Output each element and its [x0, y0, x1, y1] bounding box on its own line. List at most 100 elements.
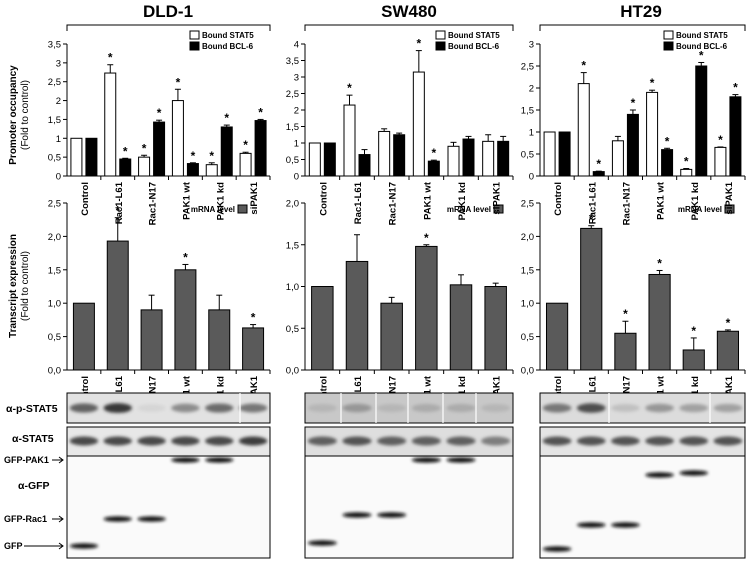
blot-band-pstat5 — [576, 403, 606, 413]
significance-asterisk: * — [631, 96, 636, 110]
y-tick-label: 2 — [294, 106, 299, 117]
blot-strip-pstat5 — [304, 392, 514, 424]
bar — [577, 83, 590, 177]
bar — [104, 72, 117, 177]
blot-band-gfp — [411, 457, 441, 463]
category-label: siPAK1 — [492, 181, 503, 214]
legend-swatch-stat5 — [663, 30, 674, 40]
y-tick-label: 2,0 — [286, 199, 299, 210]
blot-band-pstat5 — [205, 403, 234, 413]
significance-asterisk: * — [691, 324, 696, 338]
significance-asterisk: * — [665, 134, 670, 148]
blot-band-stat5 — [679, 436, 709, 446]
category-label: Control — [80, 182, 91, 216]
significance-asterisk: * — [191, 149, 196, 163]
legend-swatch-stat5 — [435, 30, 446, 40]
category-label: PAK1 kd — [690, 182, 701, 221]
blot-band-pstat5 — [611, 404, 640, 412]
significance-asterisk: * — [224, 111, 229, 125]
blot-strip-gfp — [539, 455, 746, 559]
blot-label-stat5: α-STAT5 — [12, 433, 54, 445]
legend-swatch-mrna — [724, 204, 735, 214]
significance-asterisk: * — [157, 106, 162, 120]
significance-asterisk: * — [596, 157, 601, 171]
blot-band-stat5 — [611, 436, 640, 446]
y-tick-label: 2,5 — [521, 199, 534, 210]
significance-asterisk: * — [183, 250, 188, 264]
y-tick-label: 3,5 — [286, 56, 299, 67]
bar — [254, 120, 267, 177]
blot-band-gfp — [377, 512, 407, 518]
category-label: siPAK1 — [249, 181, 260, 214]
gfp-marker: GFP — [4, 541, 23, 551]
bar — [447, 145, 460, 177]
y-tick-label: 0,5 — [521, 150, 534, 161]
bar — [482, 140, 495, 177]
y-tick-label: 3,5 — [48, 40, 61, 51]
bar — [153, 121, 166, 177]
legend-label-stat5: Bound STAT5 — [676, 31, 728, 40]
bar — [208, 309, 231, 371]
significance-asterisk: * — [581, 59, 586, 73]
bar — [427, 160, 440, 177]
y-tick-label: 2,5 — [286, 89, 299, 100]
y-tick-label: 0 — [529, 172, 534, 183]
blot-band-pstat5 — [713, 403, 743, 413]
blot-strip-stat5 — [539, 426, 746, 457]
gfp-arrow — [24, 542, 64, 550]
category-label: PAK1 wt — [656, 181, 667, 220]
blot-band-pstat5 — [137, 404, 166, 412]
bar — [661, 149, 674, 177]
chart-sw480-transcript: 0,00,51,01,52,0ControlRac1-L61Rac1-N17PA… — [286, 199, 514, 419]
legend-label-bcl6: Bound BCL-6 — [448, 42, 500, 51]
bar — [412, 71, 425, 177]
category-label: PAK1 kd — [457, 182, 468, 221]
bar — [580, 227, 603, 371]
bar — [680, 168, 693, 177]
gfp-rac1-arrow — [52, 515, 64, 523]
blot-band-pstat5 — [69, 403, 99, 413]
y-tick-label: 0,5 — [286, 324, 299, 335]
y-tick-label: 0,5 — [48, 153, 61, 164]
y-tick-label: 1,0 — [521, 299, 534, 310]
blot-band-gfp — [171, 457, 200, 463]
bar — [449, 284, 473, 371]
legend-swatch-mrna — [493, 204, 504, 214]
blot-band-stat5 — [411, 436, 441, 446]
y-tick-label: 1,0 — [48, 299, 61, 310]
category-label: Rac1-L61 — [587, 181, 598, 224]
blot-band-gfp — [205, 457, 234, 463]
blot-strip-pstat5 — [539, 392, 746, 424]
bar — [311, 286, 334, 371]
significance-asterisk: * — [243, 138, 248, 152]
bar — [70, 137, 83, 177]
legend-label-bcl6: Bound BCL-6 — [202, 42, 254, 51]
gfp-pak1-arrow — [52, 456, 64, 464]
bar — [716, 330, 740, 371]
significance-asterisk: * — [347, 81, 352, 95]
blot-band-stat5 — [137, 436, 166, 446]
chart-dld-1-transcript: 0,00,51,01,52,02,5ControlRac1-L61*Rac1-N… — [48, 199, 271, 419]
y-tick-label: 1,5 — [48, 265, 61, 276]
blot-band-stat5 — [171, 436, 200, 446]
legend-label-mrna: mRNA level — [678, 205, 722, 214]
y-tick-label: 3 — [294, 73, 299, 84]
blot-band-pstat5 — [411, 403, 441, 413]
y-tick-label: 0,5 — [48, 332, 61, 343]
significance-asterisk: * — [699, 48, 704, 62]
significance-asterisk: * — [176, 75, 181, 89]
significance-asterisk: * — [251, 311, 256, 325]
blot-band-pstat5 — [171, 403, 200, 413]
significance-asterisk: * — [589, 212, 594, 226]
blot-strip-pstat5 — [66, 392, 271, 424]
blot-band-stat5 — [307, 436, 337, 446]
legend-label-stat5: Bound STAT5 — [448, 31, 500, 40]
legend-swatch-mrna — [237, 204, 248, 214]
bar — [171, 100, 184, 177]
title-bracket-sw480 — [304, 24, 514, 31]
blot-band-stat5 — [103, 436, 132, 446]
bar — [484, 286, 507, 371]
transcript-y-label: Transcript expression — [8, 234, 19, 338]
category-label: PAK1 kd — [215, 182, 226, 221]
